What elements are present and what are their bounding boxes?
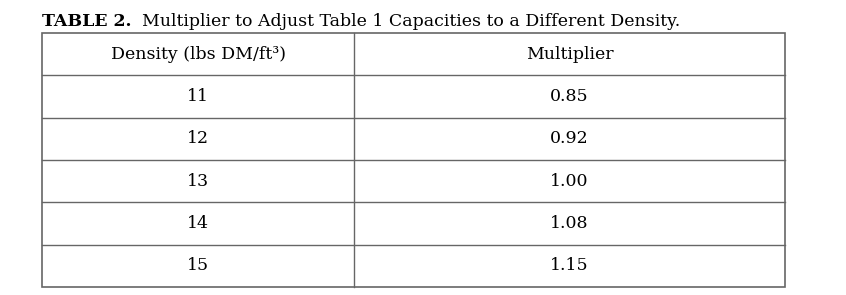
Text: 0.92: 0.92: [550, 130, 589, 147]
Bar: [42, 33, 785, 287]
Text: Density (lbs DM/ft³): Density (lbs DM/ft³): [111, 46, 286, 63]
Text: 11: 11: [187, 88, 209, 105]
Text: Multiplier: Multiplier: [525, 46, 613, 63]
Text: 0.85: 0.85: [550, 88, 589, 105]
Text: 12: 12: [187, 130, 209, 147]
Text: 1.15: 1.15: [550, 257, 589, 274]
Text: 15: 15: [187, 257, 209, 274]
Text: TABLE 2.: TABLE 2.: [42, 13, 131, 30]
Text: 1.00: 1.00: [550, 173, 589, 190]
Text: 1.08: 1.08: [550, 215, 589, 232]
Text: 13: 13: [187, 173, 209, 190]
Text: Multiplier to Adjust Table 1 Capacities to a Different Density.: Multiplier to Adjust Table 1 Capacities …: [131, 13, 681, 30]
Text: 14: 14: [187, 215, 209, 232]
